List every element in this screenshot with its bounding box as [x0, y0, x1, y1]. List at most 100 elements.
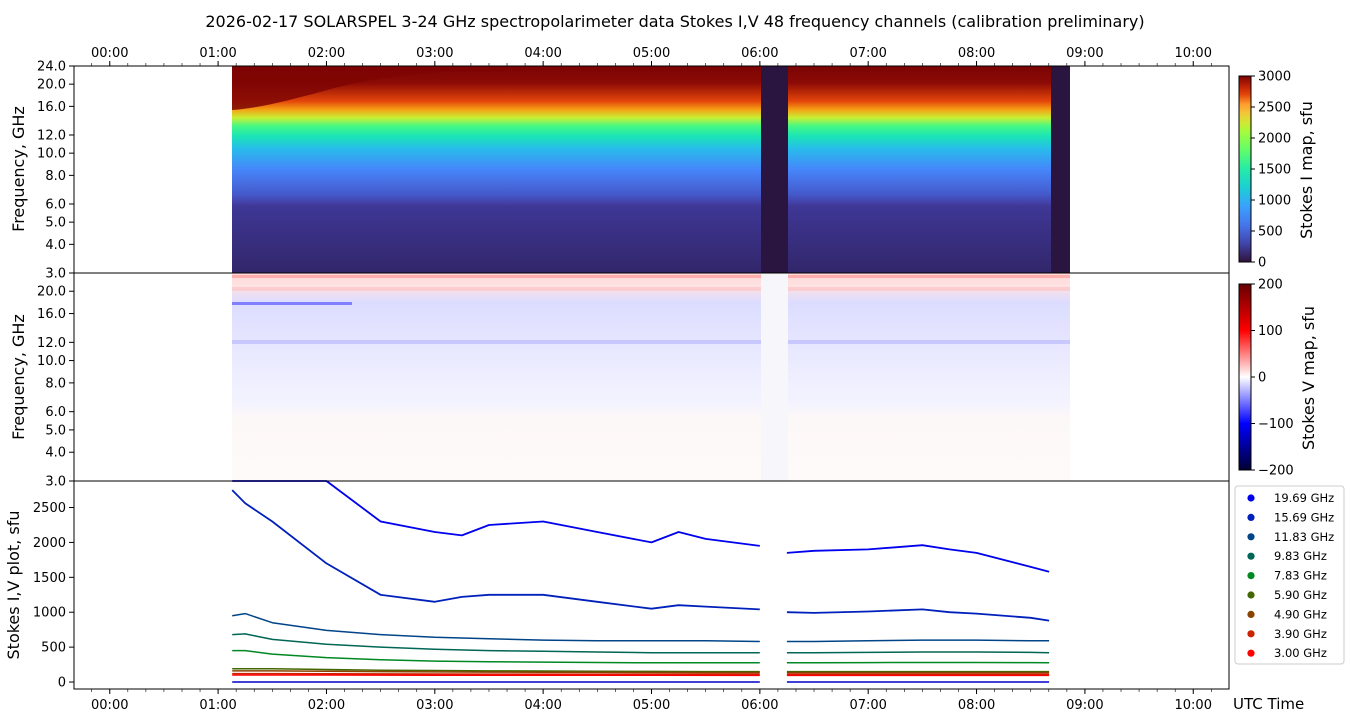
- freq-tick-label-v: 3.0: [45, 475, 66, 490]
- time-tick-label-bottom: 10:00: [1175, 698, 1212, 713]
- series-line: [232, 633, 1050, 654]
- legend-label: 11.83 GHz: [1274, 530, 1334, 544]
- plot-y-tick-label: 1000: [33, 606, 66, 621]
- series-line: [232, 649, 1050, 664]
- legend-marker: [1247, 610, 1255, 619]
- time-tick-label-top: 04:00: [524, 46, 561, 61]
- stokes-i-hot-front: [232, 66, 761, 110]
- freq-tick-label-v: 8.0: [45, 376, 66, 391]
- plot-y-tick-label: 0: [58, 676, 66, 691]
- legend-label: 4.90 GHz: [1274, 607, 1327, 621]
- time-tick-label-bottom: 06:00: [741, 698, 778, 713]
- legend-label: 9.83 GHz: [1274, 549, 1327, 563]
- time-tick-label-top: 05:00: [633, 46, 670, 61]
- legend-marker: [1247, 533, 1255, 541]
- stokes-i-gap-1: [761, 66, 788, 273]
- time-tick-label-bottom: 04:00: [524, 698, 561, 713]
- plot-y-tick-label: 500: [41, 641, 66, 656]
- time-tick-label-bottom: 00:00: [91, 698, 128, 713]
- freq-tick-label-i: 6.0: [45, 198, 66, 213]
- time-tick-label-bottom: 07:00: [849, 698, 886, 713]
- freq-tick-label-v: 20.0: [37, 285, 66, 300]
- series-line: [231, 489, 1050, 622]
- time-tick-label-top: 02:00: [308, 46, 345, 61]
- stokes-i-panel: Frequency, GHz 24.0 20.0 16.0 12.0 10.0 8.0 6.…: [9, 60, 1230, 282]
- legend-marker: [1247, 630, 1255, 638]
- legend: 19.69 GHz 15.69 GHz 11.83 GHz 9.83 GHz 7.83 …: [1234, 485, 1345, 665]
- freq-tick-label-v: 16.0: [37, 307, 66, 322]
- freq-tick-label-i: 24.0: [37, 60, 66, 75]
- freq-tick-label-i: 4.0: [45, 238, 66, 253]
- plot-y-tick-label: 1500: [33, 571, 66, 586]
- colorbar-stokes-i: 3000 2500 2000 1500 1000 500 0 Stokes I map, s…: [1238, 70, 1316, 271]
- time-tick-label-top: 00:00: [91, 46, 128, 61]
- stokes-v-panel: Frequency, GHz 20.0 16.0 12.0 10.0 8.0 6.0 5.0…: [9, 272, 1230, 490]
- legend-label: 15.69 GHz: [1274, 510, 1334, 524]
- stokes-v-map: [232, 273, 1070, 481]
- cbar-i-tick-label: 3000: [1258, 70, 1291, 85]
- freq-tick-label-v: 4.0: [45, 446, 66, 461]
- cbar-i-tick-label: 500: [1258, 225, 1283, 240]
- freq-tick-label-i: 8.0: [45, 169, 66, 184]
- legend-label: 5.90 GHz: [1274, 588, 1327, 602]
- legend-label: 19.69 GHz: [1274, 491, 1334, 505]
- freq-tick-label-i: 12.0: [37, 129, 66, 144]
- chart-title: 2026-02-17 SOLARSPEL 3-24 GHz spectropol…: [205, 12, 1144, 31]
- series-line: [232, 668, 1050, 673]
- x-axis-label: UTC Time: [1233, 695, 1304, 713]
- cbar-v-tick-label: 100: [1258, 324, 1283, 339]
- time-tick-label-bottom: 08:00: [958, 698, 995, 713]
- colorbar-v-label: Stokes V map, sfu: [1299, 306, 1318, 450]
- stokes-v-ylabel: Frequency, GHz: [9, 314, 28, 440]
- stokes-v-band-red-2: [232, 287, 1070, 291]
- stokes-v-band-blue-2: [232, 340, 1070, 344]
- series-line: [232, 612, 1050, 643]
- colorbar-i-label: Stokes I map, sfu: [1297, 101, 1316, 239]
- legend-marker: [1247, 552, 1255, 560]
- freq-tick-label-i: 3.0: [45, 267, 66, 282]
- legend-marker: [1247, 591, 1255, 599]
- time-tick-label-top: 08:00: [958, 46, 995, 61]
- freq-tick-label-i: 5.0: [45, 216, 66, 231]
- cbar-v-tick-label: 200: [1258, 278, 1283, 293]
- iv-plot-ylabel: Stokes I,V plot, sfu: [4, 511, 23, 660]
- freq-tick-label-v: 10.0: [37, 354, 66, 369]
- stokes-v-band-blue: [232, 302, 352, 305]
- time-tick-label-top: 09:00: [1066, 46, 1103, 61]
- cbar-v-tick-label: −200: [1258, 464, 1294, 479]
- freq-tick-label-v: 6.0: [45, 405, 66, 420]
- time-tick-label-bottom: 02:00: [308, 698, 345, 713]
- legend-marker: [1247, 494, 1255, 502]
- time-tick-label-bottom: 09:00: [1066, 698, 1103, 713]
- time-tick-label-top: 07:00: [849, 46, 886, 61]
- plot-y-tick-label: 2500: [33, 501, 66, 516]
- series-line: [232, 672, 1050, 675]
- stokes-i-gap-2: [1051, 66, 1070, 273]
- cbar-i-tick-label: 1000: [1258, 194, 1291, 209]
- stokes-v-gap-1: [761, 273, 788, 481]
- legend-label: 3.00 GHz: [1274, 646, 1327, 660]
- iv-plot-panel: Stokes I,V plot, sfu 2500 2000 1500 1000 500…: [4, 480, 1230, 691]
- time-tick-label-bottom: 05:00: [633, 698, 670, 713]
- time-tick-label-top: 01:00: [199, 46, 236, 61]
- time-tick-label-bottom: 01:00: [199, 698, 236, 713]
- cbar-i-tick-label: 2000: [1258, 132, 1291, 147]
- freq-tick-label-v: 12.0: [37, 336, 66, 351]
- stokes-v-band-red: [232, 275, 1070, 278]
- stokes-i-spectrogram: [232, 66, 1051, 273]
- time-tick-label-bottom: 03:00: [416, 698, 453, 713]
- legend-marker: [1247, 572, 1255, 580]
- freq-tick-label-v: 5.0: [45, 423, 66, 438]
- colorbar-stokes-v: 200 100 0 −100 −200 Stokes V map, sfu: [1238, 278, 1318, 479]
- freq-tick-label-i: 20.0: [37, 78, 66, 93]
- freq-tick-label-i: 10.0: [37, 147, 66, 162]
- legend-label: 7.83 GHz: [1274, 569, 1327, 583]
- cbar-v-tick-label: −100: [1258, 417, 1294, 432]
- plot-y-tick-label: 2000: [33, 536, 66, 551]
- series-line: [232, 670, 1050, 674]
- time-tick-label-top: 06:00: [741, 46, 778, 61]
- time-tick-label-top: 10:00: [1175, 46, 1212, 61]
- cbar-i-tick-label: 1500: [1258, 163, 1291, 178]
- freq-tick-label-i: 16.0: [37, 100, 66, 115]
- time-tick-label-top: 03:00: [416, 46, 453, 61]
